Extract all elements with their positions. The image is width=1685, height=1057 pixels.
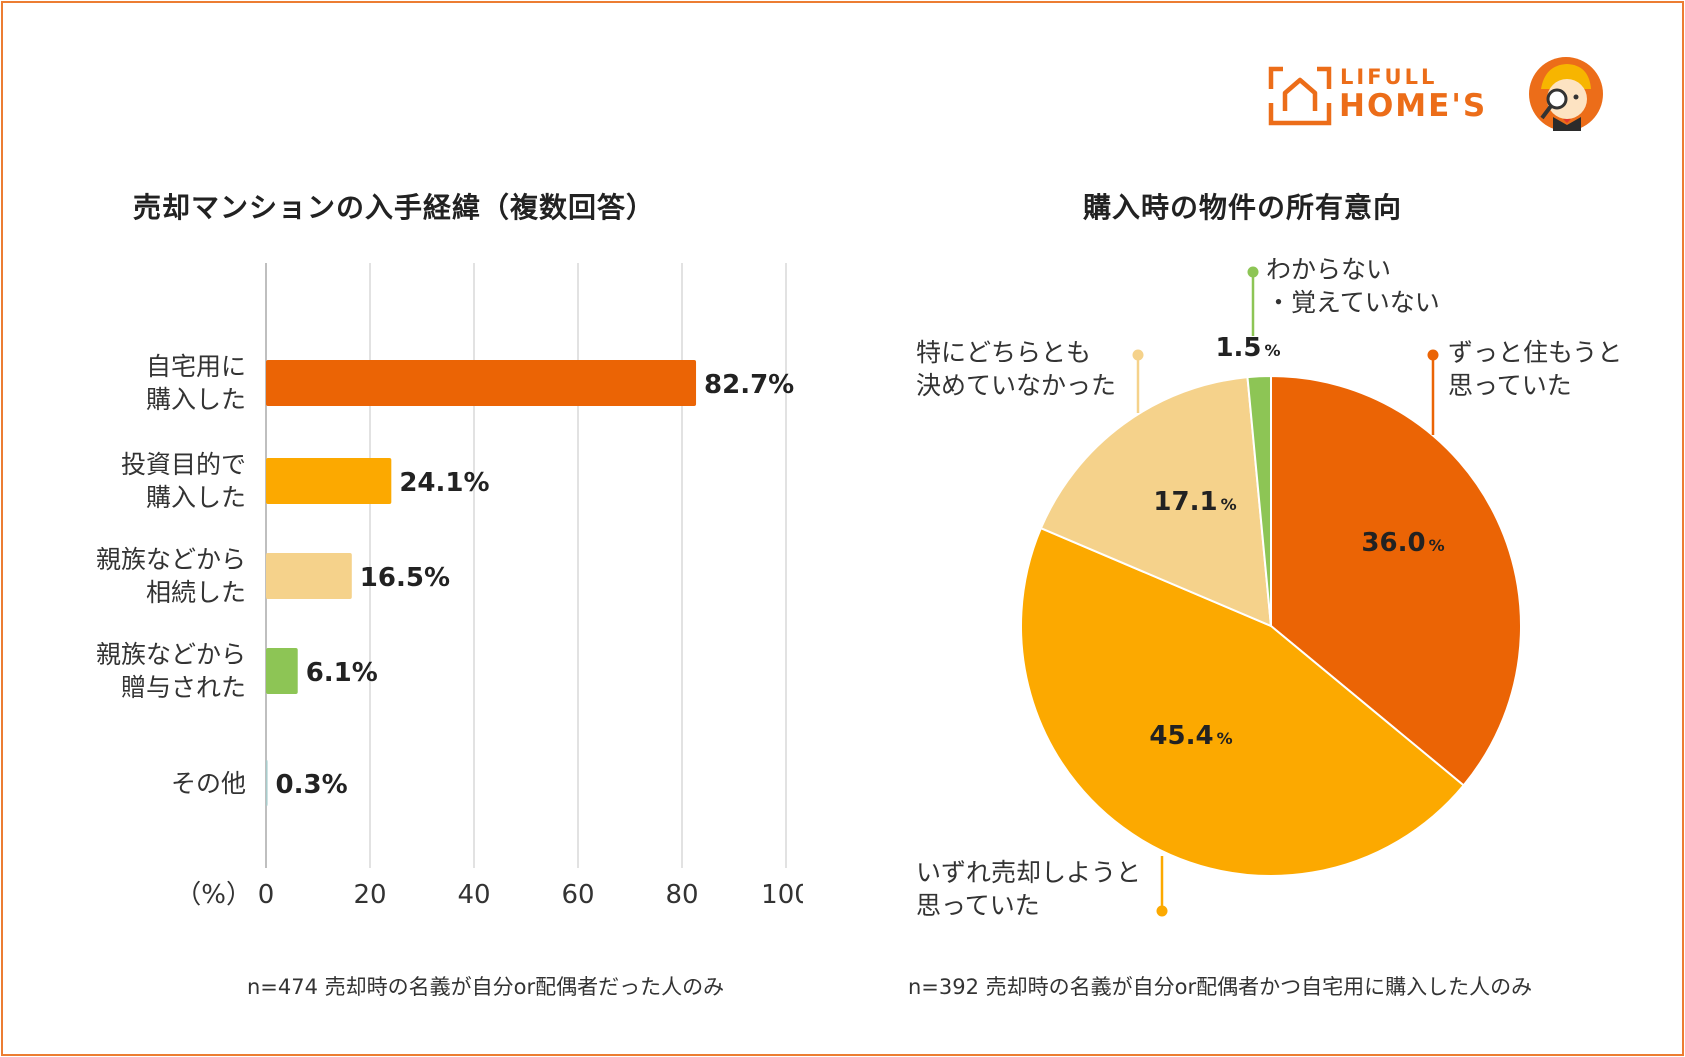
brand-line1: LIFULL	[1340, 65, 1438, 89]
house-logo-icon	[1268, 66, 1332, 126]
pie-leader-dot-3	[1247, 266, 1259, 278]
pie-slice-0	[1270, 374, 1522, 787]
lifull-homes-logo: LIFULL HOME'S	[1265, 55, 1605, 135]
x-tick-label-40: 40	[457, 880, 490, 910]
bar-chart-title: 売却マンションの入手経緯（複数回答）	[133, 191, 656, 224]
pie-label-always-live: ずっと住もうと 思っていた	[1448, 338, 1623, 400]
pie-value-label-1: 45.4%	[1149, 721, 1232, 751]
pie-value-label-0: 36.0%	[1361, 528, 1444, 558]
pie-chart-title: 購入時の物件の所有意向	[1083, 191, 1403, 224]
bar-category-label-0: 自宅用に 購入した	[145, 352, 246, 414]
pie-leader-dot-2	[1132, 349, 1144, 361]
pie-slice-2	[1039, 376, 1273, 628]
bar-value-label-1: 24.1%	[399, 468, 489, 498]
bar-value-label-4: 0.3%	[276, 770, 348, 800]
x-tick-label-60: 60	[561, 880, 594, 910]
pie-slice-1	[1020, 526, 1466, 878]
mascot-detective-icon	[1529, 57, 1603, 131]
bar-3	[266, 648, 298, 694]
pie-label-undecided: 特にどちらとも 決めていなかった	[916, 338, 1117, 400]
x-tick-label-100: 100	[761, 880, 803, 910]
bar-value-label-0: 82.7%	[704, 370, 794, 400]
brand-line2: HOME'S	[1339, 88, 1488, 124]
pie-label-sell-eventually: いずれ売却しようと 思っていた	[916, 858, 1142, 920]
bar-value-label-3: 6.1%	[306, 658, 378, 688]
bar-category-label-4: その他	[170, 768, 246, 798]
x-tick-label-80: 80	[665, 880, 698, 910]
pie-leader-dot-1	[1156, 905, 1168, 917]
bar-category-label-3: 親族などから 贈与された	[95, 640, 246, 702]
bar-value-label-2: 16.5%	[360, 563, 450, 593]
x-tick-label-20: 20	[353, 880, 386, 910]
bar-chart-sample-note: n=474 売却時の名義が自分or配偶者だった人のみ	[247, 975, 725, 999]
pie-slice-3	[1246, 374, 1272, 627]
pie-chart-sample-note: n=392 売却時の名義が自分or配偶者かつ自宅用に購入した人のみ	[908, 975, 1533, 999]
bar-0	[266, 360, 697, 406]
x-tick-label-0: 0	[258, 880, 275, 910]
x-axis-unit-label: （%）	[175, 880, 252, 910]
pie-value-label-3: 1.5%	[1215, 333, 1280, 363]
bar-category-label-2: 親族などから 相続した	[95, 545, 246, 607]
bar-category-label-1: 投資目的で 購入した	[120, 450, 246, 512]
pie-leader-dot-0	[1427, 349, 1439, 361]
bar-1	[266, 458, 392, 504]
pie-value-label-2: 17.1%	[1153, 487, 1236, 517]
bar-4	[266, 760, 268, 806]
bar-chart: 0 20 40 60 80 100 （%） 82.7% 24.1% 16.5% 6.1% 0.3%	[175, 263, 803, 910]
pie-label-dont-know: わからない ・覚えていない	[1266, 255, 1440, 317]
bar-2	[266, 553, 352, 599]
